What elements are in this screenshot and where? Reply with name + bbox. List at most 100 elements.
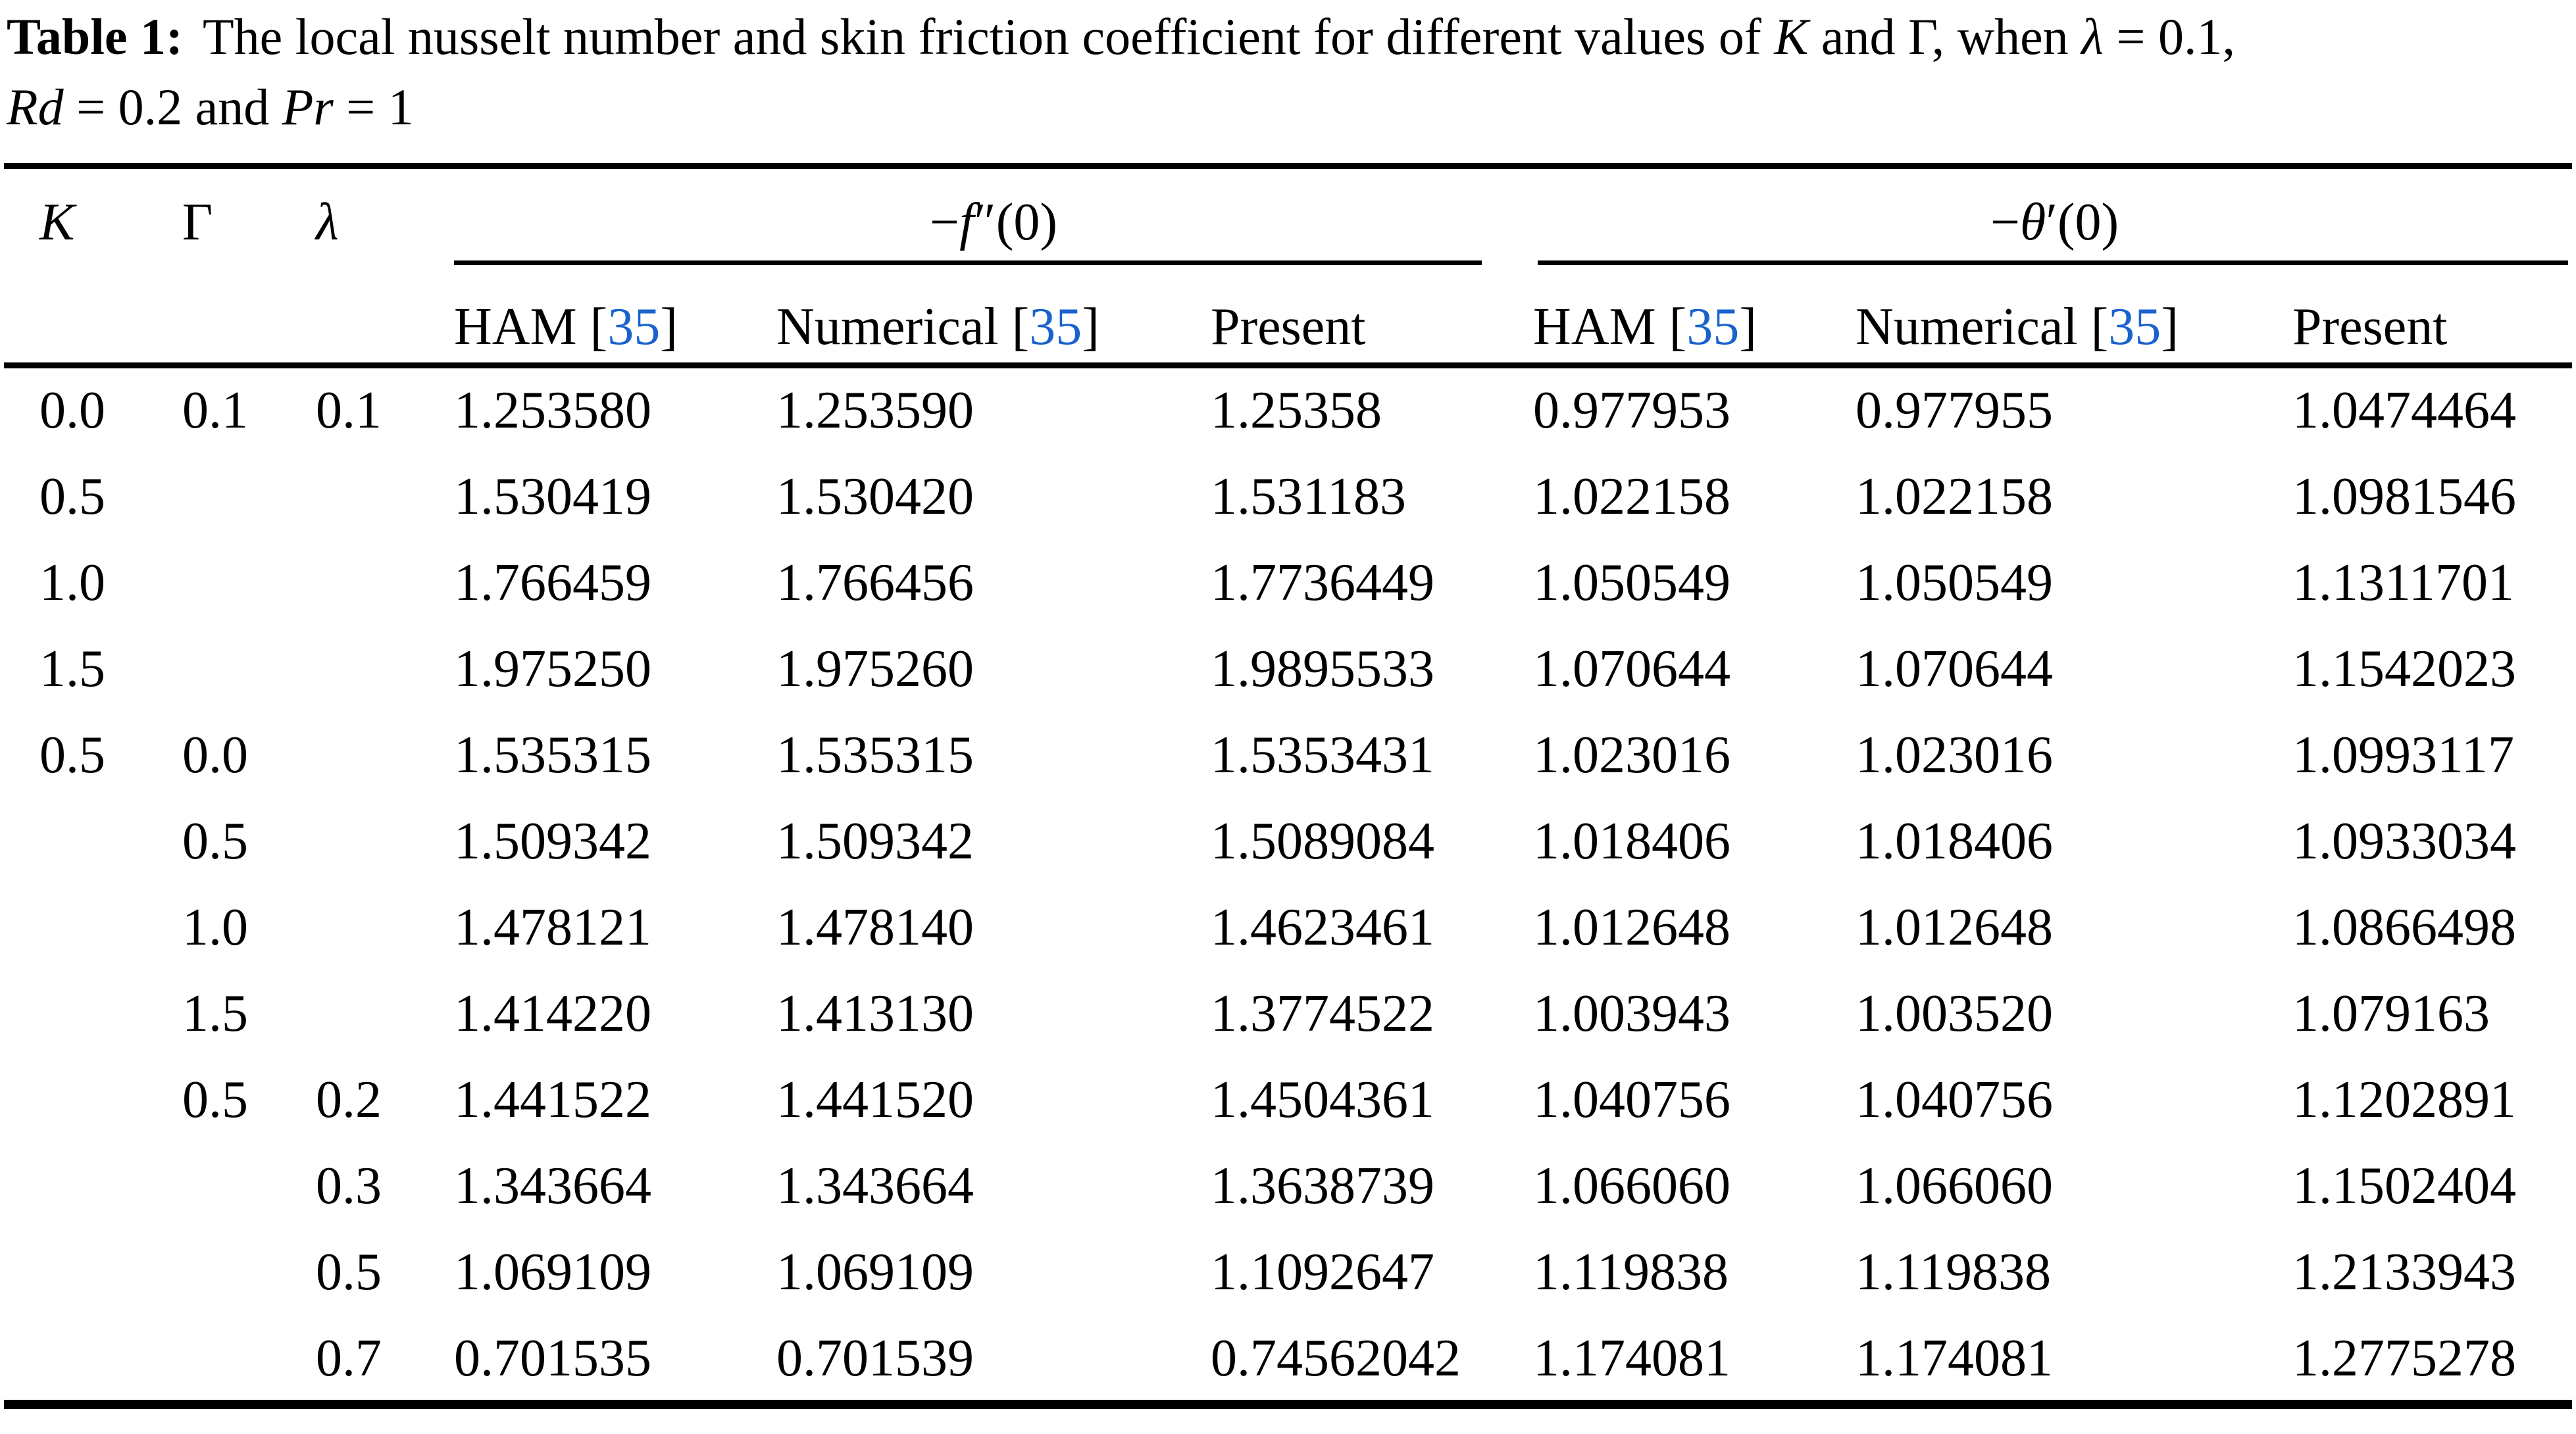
caption-var-Pr: Pr	[282, 78, 334, 136]
table-row: 0.5 0.2 1.441522 1.441520 1.4504361 1.040756 1…	[0, 1057, 2576, 1143]
table-cell: 0.0	[39, 382, 105, 439]
table-cell: 1.022158	[1856, 468, 2053, 526]
table-row: 0.3 1.343664 1.343664 1.3638739 1.066060 1.06…	[0, 1143, 2576, 1229]
table-cell: 1.343664	[776, 1157, 974, 1215]
citation-link[interactable]: 35	[607, 298, 661, 356]
subheader-theta-numerical: Numerical [35]	[1856, 297, 2292, 362]
header-row-groups: K Γ λ −f″(0) −θ′(0)	[0, 168, 2576, 257]
table-cell: 1.3774522	[1211, 985, 1434, 1043]
table-cell: 0.977955	[1856, 382, 2053, 439]
table-cell: 1.253590	[776, 382, 974, 439]
table-cell: 1.050549	[1533, 554, 1730, 612]
subheader-f-numerical: Numerical [35]	[776, 297, 1211, 362]
subheader-theta-ham: HAM [35]	[1533, 297, 1856, 362]
table-cell: 1.441520	[776, 1071, 974, 1129]
table-cell: 1.535315	[776, 726, 974, 784]
table-cell: 1.2133943	[2292, 1243, 2516, 1301]
table-cell: 1.9895533	[1211, 640, 1434, 698]
table-cell: 1.0474464	[2292, 382, 2516, 439]
col-header-gamma: Γ	[182, 193, 213, 251]
citation-link[interactable]: 35	[1029, 298, 1082, 356]
table-cell: 1.0981546	[2292, 468, 2516, 526]
table-cell: 1.040756	[1533, 1071, 1730, 1129]
caption-text: The local nusselt number and skin fricti…	[203, 8, 1775, 65]
citation-link[interactable]: 35	[2108, 298, 2161, 356]
table-cell: 1.1542023	[2292, 640, 2516, 698]
table-cell: 1.253580	[454, 382, 651, 439]
subheader-text: ]	[2161, 298, 2179, 356]
table-cell: 0.977953	[1533, 382, 1730, 439]
table-cell: 1.012648	[1856, 899, 2053, 956]
table-row: 1.5 1.414220 1.413130 1.3774522 1.003943 1.00…	[0, 971, 2576, 1057]
table-cell: 1.050549	[1856, 554, 2053, 612]
table-cell: 0.7	[316, 1329, 382, 1387]
table-cell: 0.5	[39, 468, 105, 526]
caption-label: Table 1:	[7, 8, 184, 65]
table-row: 0.5 1.530419 1.530420 1.531183 1.022158 1.022…	[0, 454, 2576, 540]
caption-var-K: K	[1774, 8, 1809, 65]
table-cell: 0.701535	[454, 1329, 651, 1387]
table-cell: 1.975250	[454, 640, 651, 698]
table-cell: 1.441522	[454, 1071, 651, 1129]
subheader-text: ]	[1082, 298, 1099, 356]
group-header-nusselt: −θ′(0)	[1533, 193, 2576, 257]
table-cell: 0.74562042	[1211, 1329, 1461, 1387]
table-row: 1.0 1.478121 1.478140 1.4623461 1.012648 1.01…	[0, 885, 2576, 971]
table-cell: 1.4504361	[1211, 1071, 1434, 1129]
col-header-lambda: λ	[316, 193, 339, 251]
table-cell: 1.023016	[1856, 726, 2053, 784]
caption-var-Rd: Rd	[7, 78, 64, 136]
table-cell: 0.1	[316, 382, 382, 439]
table-cell: 0.5	[39, 726, 105, 784]
table-cell: 1.478140	[776, 899, 974, 956]
table-cell: 1.5353431	[1211, 726, 1434, 784]
table-cell: 1.509342	[776, 812, 974, 870]
table-cell: 1.766456	[776, 554, 974, 612]
table-cell: 1.066060	[1856, 1157, 2053, 1215]
table-cell: 1.018406	[1856, 812, 2053, 870]
minus-sign: −	[930, 193, 960, 251]
table-cell: 1.069109	[454, 1243, 651, 1301]
subheader-text: ]	[1739, 298, 1757, 356]
table-cell: 1.119838	[1533, 1243, 1729, 1301]
table-cell: 1.7736449	[1211, 554, 1434, 612]
table-cell: 1.530419	[454, 468, 651, 526]
table-cell: 1.1092647	[1211, 1243, 1434, 1301]
table-row: 1.0 1.766459 1.766456 1.7736449 1.050549 1.05…	[0, 540, 2576, 626]
caption-var-lambda: λ	[2081, 8, 2104, 65]
caption-text: = 0.2 and	[63, 78, 282, 136]
citation-link[interactable]: 35	[1686, 298, 1740, 356]
table-cell: 1.119838	[1856, 1243, 2052, 1301]
caption-text: = 0.1,	[2103, 8, 2235, 65]
subheader-text: HAM [	[454, 298, 608, 356]
table-cell: 1.478121	[454, 899, 651, 956]
subheader-text: ]	[660, 298, 678, 356]
table-cell: 1.2775278	[2292, 1329, 2516, 1387]
table-cell: 1.413130	[776, 985, 974, 1043]
prime-suffix: ′(0)	[2046, 193, 2119, 251]
table-cell: 1.174081	[1533, 1329, 1730, 1387]
table-cell: 1.5	[39, 640, 105, 698]
table-cell: 0.3	[316, 1157, 382, 1215]
table-cell: 1.069109	[776, 1243, 974, 1301]
f-symbol: f	[959, 193, 974, 251]
table-cell: 0.701539	[776, 1329, 974, 1387]
table-row: 1.5 1.975250 1.975260 1.9895533 1.070644 1.07…	[0, 626, 2576, 712]
table-row: 0.5 1.509342 1.509342 1.5089084 1.018406 1.01…	[0, 799, 2576, 885]
table-cell: 1.1502404	[2292, 1157, 2516, 1215]
table-cell: 0.1	[182, 382, 248, 439]
table-cell: 1.531183	[1211, 468, 1407, 526]
minus-sign: −	[1990, 193, 2021, 251]
header-row-methods: HAM [35] Numerical [35] Present HAM [35]…	[0, 265, 2576, 362]
subheader-text: HAM [	[1533, 298, 1687, 356]
table-cell: 0.5	[182, 1071, 248, 1129]
table-cell: 1.343664	[454, 1157, 651, 1215]
table-cell: 1.1311701	[2292, 554, 2515, 612]
table-cell: 0.5	[182, 812, 248, 870]
table-row: 0.5 1.069109 1.069109 1.1092647 1.119838 1.11…	[0, 1229, 2576, 1316]
table-cell: 1.018406	[1533, 812, 1730, 870]
table-cell: 1.3638739	[1211, 1157, 1434, 1215]
subheader-f-present: Present	[1211, 298, 1366, 356]
caption-line-1: Table 1: The local nusselt number and ski…	[7, 1, 2573, 72]
table-cell: 0.0	[182, 726, 248, 784]
